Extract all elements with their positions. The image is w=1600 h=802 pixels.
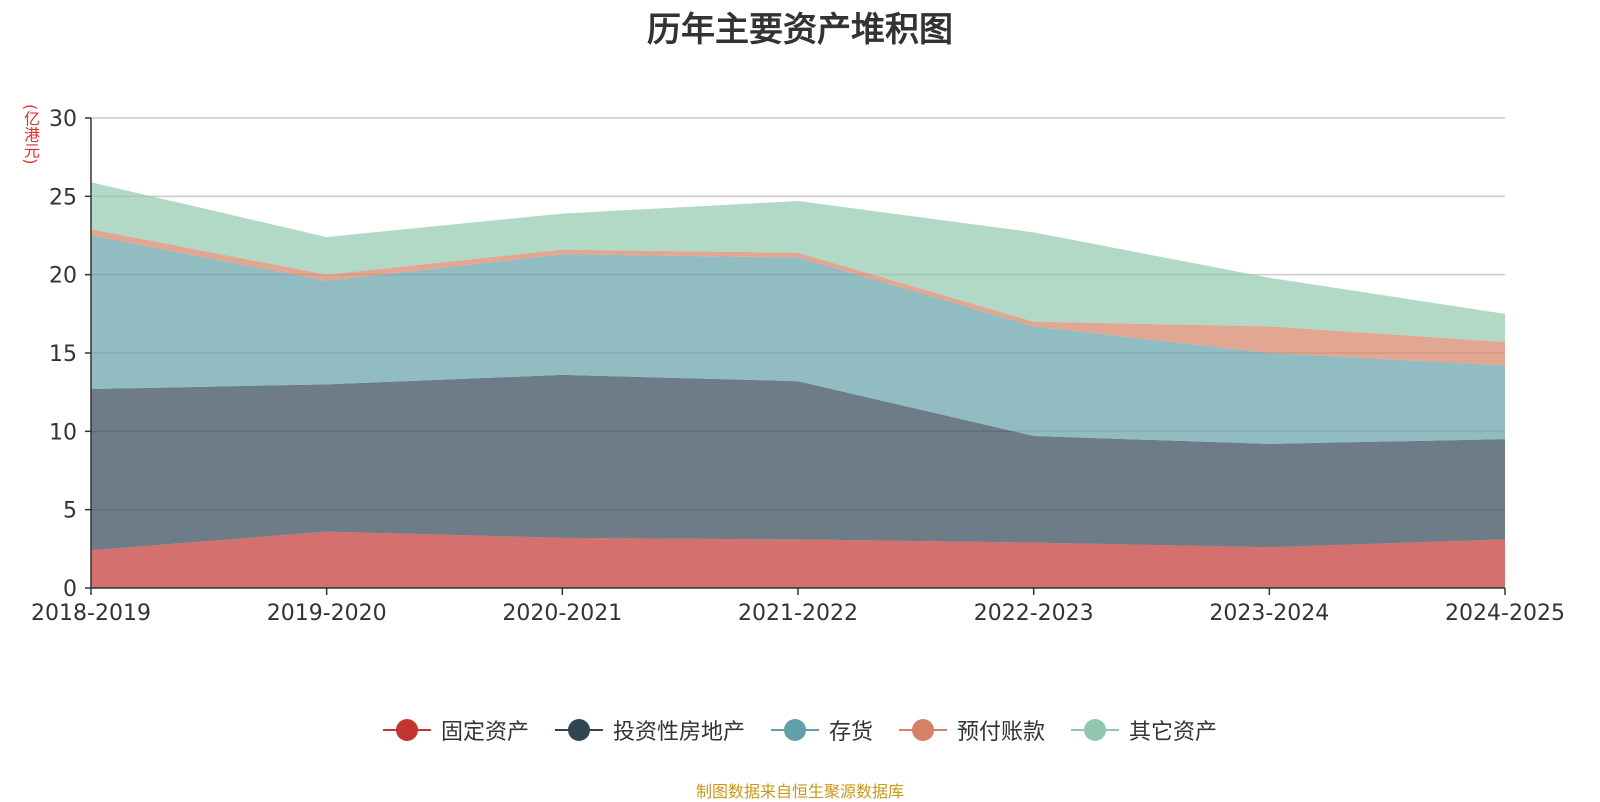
- y-tick-label: 10: [49, 420, 77, 445]
- stacked-area-chart: 0 5 10 15 20 25 30 2018-2019 2019-2020 2020-2021 2…: [31, 107, 1565, 626]
- legend: 固定资产 投资性房地产 存货 预付账款 其它资产: [0, 714, 1600, 746]
- legend-marker: [770, 718, 819, 742]
- area-series-2[interactable]: [91, 374, 1505, 551]
- x-tick-label: 2024-2025: [1445, 601, 1565, 626]
- legend-item-5[interactable]: 其它资产: [1071, 714, 1217, 746]
- area-series-group: [91, 182, 1505, 588]
- y-tick-label: 30: [49, 107, 77, 132]
- legend-item-1[interactable]: 固定资产: [382, 714, 529, 746]
- legend-marker-dot: [1084, 719, 1107, 741]
- legend-item-3[interactable]: 存货: [770, 714, 873, 746]
- legend-item-4[interactable]: 预付账款: [899, 714, 1045, 746]
- legend-marker-dot: [395, 719, 418, 741]
- x-tick-label: 2023-2024: [1209, 601, 1329, 626]
- x-tick-label: 2018-2019: [31, 601, 151, 626]
- legend-marker-dot: [912, 719, 934, 741]
- legend-marker: [554, 718, 603, 742]
- x-tick-label: 2020-2021: [502, 601, 622, 626]
- x-tick-label: 2019-2020: [267, 601, 387, 626]
- y-tick-label: 25: [49, 185, 77, 210]
- x-tick-label: 2022-2023: [974, 601, 1094, 626]
- legend-item-2[interactable]: 投资性房地产: [554, 714, 745, 746]
- y-axis-unit-label: (亿港元): [21, 104, 40, 165]
- legend-marker: [1071, 718, 1120, 742]
- chart-title: 历年主要资产堆积图: [647, 10, 953, 50]
- y-tick-label: 5: [63, 499, 77, 524]
- legend-label: 预付账款: [957, 720, 1046, 745]
- axes: 0 5 10 15 20 25 30 2018-2019 2019-2020 2020-2021 2…: [31, 107, 1565, 626]
- x-tick-label: 2021-2022: [738, 601, 858, 626]
- legend-marker: [899, 718, 947, 742]
- source-note: 制图数据来自恒生聚源数据库: [695, 782, 904, 801]
- legend-marker-dot: [567, 719, 590, 741]
- legend-marker: [382, 718, 431, 742]
- y-tick-label: 20: [49, 264, 77, 289]
- area-series-1[interactable]: [91, 531, 1505, 588]
- legend-label: 固定资产: [440, 720, 529, 745]
- area-series-5[interactable]: [91, 182, 1505, 343]
- y-tick-label: 0: [63, 577, 77, 602]
- area-series-3[interactable]: [91, 235, 1505, 444]
- legend-marker-dot: [783, 719, 806, 741]
- legend-label: 投资性房地产: [612, 720, 745, 745]
- legend-label: 其它资产: [1129, 720, 1218, 745]
- legend-label: 存货: [828, 720, 873, 745]
- area-series-4[interactable]: [91, 229, 1505, 366]
- y-tick-label: 15: [49, 342, 77, 367]
